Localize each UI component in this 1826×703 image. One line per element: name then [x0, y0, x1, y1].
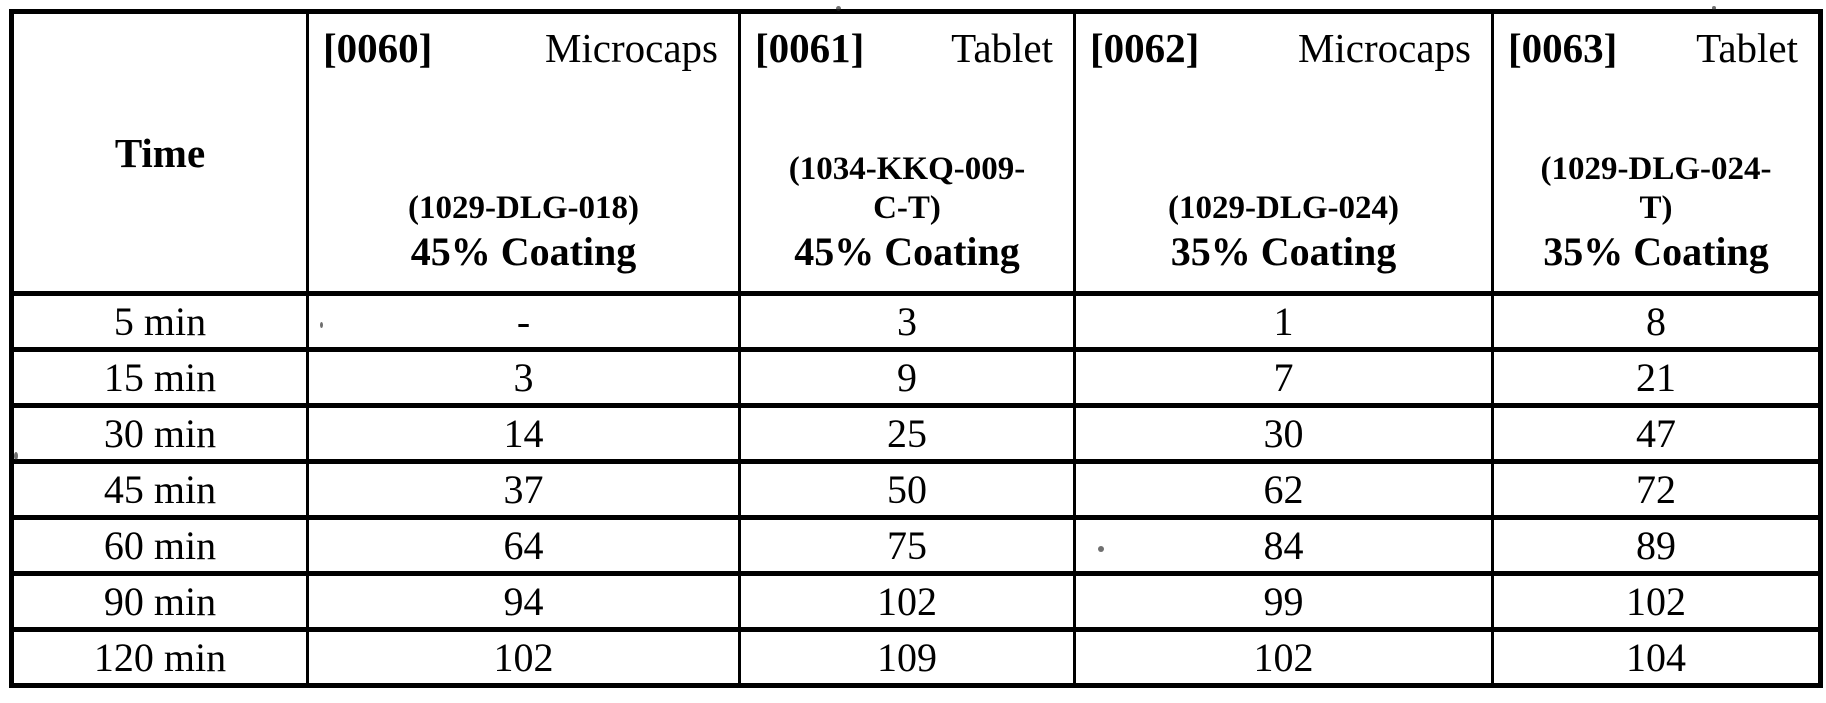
- scan-speck: [1712, 6, 1716, 10]
- header-title-line: [0060] Microcaps: [311, 17, 737, 72]
- value-cell: 8: [1491, 291, 1822, 352]
- table-row: 45 min 37 50 62 72: [10, 459, 1822, 520]
- sample-type: Microcaps: [544, 25, 718, 71]
- sample-code: (1029-DLG-024): [1168, 190, 1399, 227]
- value-cell: 47: [1491, 403, 1822, 464]
- table-row: 5 min - 3 1 8: [10, 291, 1822, 352]
- sample-type: Tablet: [951, 25, 1053, 71]
- value-cell: 109: [738, 627, 1076, 688]
- sample-code: (1029-DLG-018): [408, 190, 639, 227]
- header-title-line: [0062] Microcaps: [1078, 17, 1490, 72]
- value-cell: 9: [738, 347, 1076, 408]
- header-title-line: [0061] Tablet: [743, 17, 1072, 72]
- value-cell: 102: [306, 627, 741, 688]
- coating-level: 45% Coating: [794, 229, 1020, 274]
- value-cell: 30: [1073, 403, 1494, 464]
- time-cell: 30 min: [10, 403, 309, 464]
- col-header-0061-tablet: [0061] Tablet (1034-KKQ-009- C-T) 45% Co…: [738, 9, 1076, 296]
- header-cell-content: [0060] Microcaps (1029-DLG-018) 45% Coat…: [311, 17, 737, 289]
- sample-code: (1029-DLG-024- T): [1540, 150, 1772, 227]
- scan-speck: [320, 322, 323, 328]
- value-cell: 25: [738, 403, 1076, 464]
- value-cell: 94: [306, 571, 741, 632]
- coating-level: 35% Coating: [1170, 229, 1397, 274]
- sample-type: Microcaps: [1297, 25, 1471, 71]
- time-cell: 45 min: [10, 459, 309, 520]
- value-cell: 99: [1073, 571, 1494, 632]
- value-cell: 3: [306, 347, 741, 408]
- table-row: 120 min 102 109 102 104: [10, 627, 1822, 688]
- sample-code: (1034-KKQ-009- C-T): [788, 150, 1026, 227]
- value-cell: 21: [1491, 347, 1822, 408]
- table-row: 60 min 64 75 84 89: [10, 515, 1822, 576]
- time-cell: 15 min: [10, 347, 309, 408]
- value-cell: 50: [738, 459, 1076, 520]
- value-cell: 104: [1491, 627, 1822, 688]
- time-header-label: Time: [114, 129, 206, 176]
- table-row: 15 min 3 9 7 21: [10, 347, 1822, 408]
- value-cell: 3: [738, 291, 1076, 352]
- scan-speck: [14, 452, 18, 460]
- col-header-0060-microcaps: [0060] Microcaps (1029-DLG-018) 45% Coat…: [306, 9, 741, 296]
- paragraph-ref: [0060]: [323, 25, 433, 71]
- col-header-0062-microcaps: [0062] Microcaps (1029-DLG-024) 35% Coat…: [1073, 9, 1494, 296]
- time-cell: 5 min: [10, 291, 309, 352]
- header-row: Time [0060] Microcaps (1029-DLG-018) 45%…: [10, 9, 1822, 296]
- value-cell: -: [306, 291, 741, 352]
- header-cell-content: [0061] Tablet (1034-KKQ-009- C-T) 45% Co…: [743, 17, 1072, 289]
- value-cell: 37: [306, 459, 741, 520]
- value-cell: 89: [1491, 515, 1822, 576]
- header-cell-content: [0063] Tablet (1029-DLG-024- T) 35% Coat…: [1496, 17, 1818, 289]
- value-cell: 102: [1073, 627, 1494, 688]
- paragraph-ref: [0061]: [755, 25, 865, 71]
- dissolution-table: Time [0060] Microcaps (1029-DLG-018) 45%…: [9, 9, 1823, 688]
- paragraph-ref: [0062]: [1090, 25, 1200, 71]
- value-cell: 84: [1073, 515, 1494, 576]
- value-cell: 14: [306, 403, 741, 464]
- value-cell: 75: [738, 515, 1076, 576]
- col-header-0063-tablet: [0063] Tablet (1029-DLG-024- T) 35% Coat…: [1491, 9, 1822, 296]
- value-cell: 62: [1073, 459, 1494, 520]
- value-cell: 1: [1073, 291, 1494, 352]
- header-cell-content: [0062] Microcaps (1029-DLG-024) 35% Coat…: [1078, 17, 1490, 289]
- header-title-line: [0063] Tablet: [1496, 17, 1818, 72]
- table-row: 30 min 14 25 30 47: [10, 403, 1822, 464]
- scan-speck: [836, 6, 841, 11]
- value-cell: 64: [306, 515, 741, 576]
- sample-type: Tablet: [1696, 25, 1798, 71]
- coating-level: 45% Coating: [410, 229, 637, 274]
- value-cell: 7: [1073, 347, 1494, 408]
- table-row: 90 min 94 102 99 102: [10, 571, 1822, 632]
- value-cell: 102: [738, 571, 1076, 632]
- paragraph-ref: [0063]: [1508, 25, 1618, 71]
- coating-level: 35% Coating: [1543, 229, 1769, 274]
- time-cell: 60 min: [10, 515, 309, 576]
- value-cell: 102: [1491, 571, 1822, 632]
- time-cell: 90 min: [10, 571, 309, 632]
- time-cell: 120 min: [10, 627, 309, 688]
- col-header-time: Time: [10, 9, 309, 296]
- value-cell: 72: [1491, 459, 1822, 520]
- scan-speck: [1098, 546, 1104, 552]
